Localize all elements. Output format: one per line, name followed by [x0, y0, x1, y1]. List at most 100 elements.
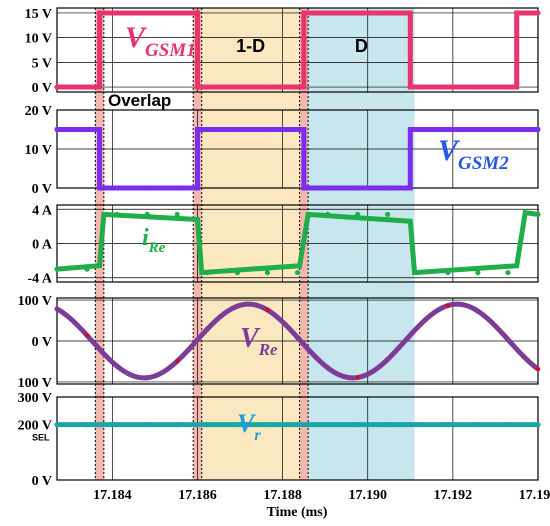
- data-point-2-9: [324, 211, 331, 218]
- data-point-1-2: [114, 185, 120, 191]
- y-tick-label-0-0: 15 V: [25, 7, 52, 22]
- data-point-0-2: [114, 10, 120, 16]
- series-label-4: Vr: [237, 409, 261, 444]
- overlap-label: Overlap: [108, 91, 171, 110]
- data-point-1-1: [84, 126, 90, 133]
- data-point-3-1: [84, 333, 90, 338]
- panel-frame-4: [56, 396, 539, 481]
- data-point-3-13: [445, 303, 451, 308]
- data-point-4-6: [234, 422, 240, 428]
- data-point-0-7: [264, 84, 271, 90]
- data-point-1-5: [204, 126, 210, 133]
- data-point-3-8: [294, 334, 301, 341]
- x-tick-label-1: 17.186: [178, 488, 217, 503]
- series-line-0: [57, 10, 538, 90]
- data-point-1-6: [234, 126, 240, 133]
- data-point-0-12: [415, 84, 421, 90]
- data-point-3-4: [175, 358, 180, 364]
- data-point-4-10: [355, 422, 361, 428]
- y-tick-label-3-0: 100 V: [18, 294, 52, 309]
- data-point-0-9: [324, 10, 331, 16]
- data-point-0-13: [445, 84, 451, 90]
- y-tick-label-4-0: 300 V: [18, 391, 52, 406]
- y-tick-label-3-1: 0 V: [32, 335, 52, 350]
- data-point-2-11: [385, 211, 391, 218]
- data-point-4-5: [204, 422, 210, 428]
- data-point-3-3: [144, 375, 150, 381]
- x-tick-label-4: 17.192: [434, 488, 473, 503]
- data-point-3-15: [505, 336, 511, 343]
- data-point-4-8: [294, 422, 301, 428]
- data-point-2-0: [54, 266, 60, 272]
- x-axis-label: Time (ms): [267, 505, 328, 520]
- data-point-0-10: [355, 10, 361, 16]
- data-point-2-6: [234, 269, 240, 276]
- y-tick-label-3-2: 100 V: [18, 376, 52, 391]
- data-point-4-2: [114, 422, 120, 428]
- x-tick-label-0: 17.184: [93, 488, 132, 503]
- data-point-3-7: [265, 307, 270, 313]
- data-point-1-12: [415, 126, 421, 133]
- y-tick-label-0-3: 0 V: [32, 81, 52, 96]
- y-tick-label-4-1: 200 V: [18, 419, 52, 434]
- data-point-3-6: [234, 303, 240, 309]
- data-point-3-2: [114, 363, 120, 369]
- data-point-4-14: [475, 422, 481, 428]
- data-point-4-3: [144, 422, 150, 428]
- panel-frame-0: [56, 7, 539, 93]
- y-tick-label-1-0: 20 V: [25, 104, 52, 119]
- y-tick-label-1-2: 0 V: [32, 182, 52, 197]
- y-tick-label-2-1: 0 A: [32, 238, 53, 253]
- data-point-0-1: [84, 84, 90, 90]
- y-tick-label-4-2: 0 V: [32, 474, 52, 489]
- data-point-2-4: [174, 211, 180, 218]
- data-point-0-14: [475, 84, 481, 90]
- region-label-2: 1-D: [236, 36, 265, 56]
- data-point-4-12: [415, 422, 421, 428]
- series-label-2: iRe: [142, 225, 166, 256]
- data-point-2-2: [114, 211, 120, 218]
- data-point-2-14: [475, 269, 481, 276]
- series-label-1: VGSM2: [438, 134, 509, 174]
- data-point-0-3: [144, 10, 150, 16]
- data-point-2-5: [204, 269, 210, 276]
- data-point-1-13: [445, 126, 451, 133]
- y-tick-label-2-2: -4 A: [28, 272, 53, 287]
- data-point-3-12: [415, 324, 421, 330]
- data-point-2-10: [355, 211, 361, 218]
- data-point-2-7: [264, 269, 271, 276]
- x-tick-label-2: 17.188: [263, 488, 302, 503]
- data-point-2-8: [294, 269, 301, 276]
- y-tick-label-0-1: 10 V: [25, 32, 52, 47]
- data-point-1-14: [475, 126, 481, 133]
- data-point-0-0: [54, 84, 60, 90]
- data-point-2-13: [445, 269, 451, 276]
- data-point-1-11: [385, 185, 391, 191]
- data-point-1-10: [355, 185, 361, 191]
- data-point-4-7: [264, 422, 271, 428]
- data-point-2-16: [535, 211, 541, 218]
- x-tick-label-3: 17.190: [348, 488, 387, 503]
- data-point-3-9: [324, 365, 331, 371]
- data-point-1-8: [294, 126, 301, 133]
- data-point-1-4: [174, 185, 180, 191]
- x-tick-label-5: 17.194: [519, 488, 550, 503]
- data-point-0-5: [204, 84, 210, 90]
- series-line-2: [56, 209, 539, 276]
- data-point-0-15: [505, 84, 511, 90]
- region-label-4: D: [355, 36, 368, 56]
- sel-label: SEL: [32, 433, 50, 443]
- data-point-2-12: [415, 269, 421, 276]
- data-point-4-9: [324, 422, 331, 428]
- data-point-4-13: [445, 422, 451, 428]
- duty-region-4: [308, 8, 415, 480]
- data-point-1-16: [535, 126, 541, 133]
- y-tick-label-1-1: 10 V: [25, 143, 52, 158]
- data-point-3-14: [475, 308, 481, 314]
- data-point-4-1: [84, 422, 90, 428]
- data-point-1-7: [264, 126, 271, 133]
- data-point-0-11: [385, 10, 391, 16]
- data-point-0-6: [234, 84, 240, 90]
- data-point-3-5: [204, 326, 210, 332]
